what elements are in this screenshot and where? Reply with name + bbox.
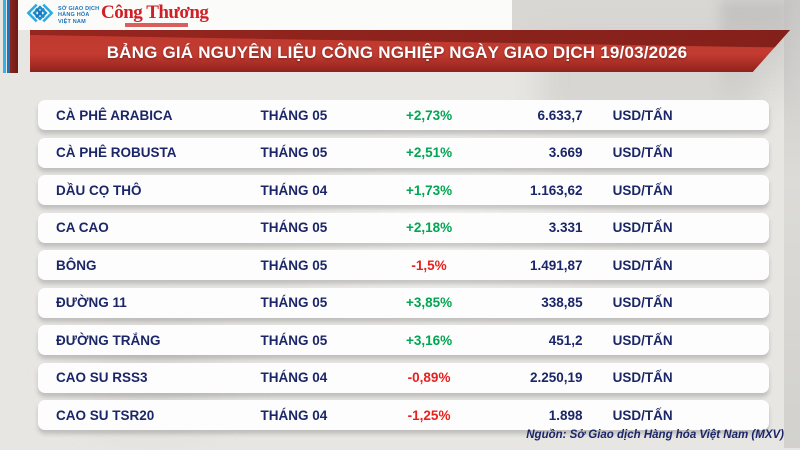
- table-row: CÀ PHÊ ARABICA THÁNG 05 +2,73% 6.633,7 U…: [38, 100, 769, 130]
- table-row: BÔNG THÁNG 05 -1,5% 1.491,87 USD/TẤN: [38, 250, 769, 280]
- mxv-logo-line: SỞ GIAO DỊCH: [58, 5, 100, 12]
- background-texture: [784, 0, 800, 448]
- page-title: BẢNG GIÁ NGUYÊN LIỆU CÔNG NGHIỆP NGÀY GI…: [106, 43, 688, 62]
- table-row: CAO SU RSS3 THÁNG 04 -0,89% 2.250,19 USD…: [38, 362, 769, 393]
- price-value: 451,2: [548, 332, 583, 348]
- price-unit: USD/TẤN: [612, 407, 673, 423]
- mxv-logo: SỞ GIAO DỊCH HÀNG HÓA VIỆT NAM: [25, 3, 99, 28]
- left-maroon-bar: [10, 0, 18, 73]
- price-unit: USD/TẤN: [612, 220, 673, 235]
- commodity-name: CÀ PHÊ ROBUSTA: [56, 145, 177, 160]
- mxv-chevron-icon: [25, 1, 55, 30]
- contract-month: THÁNG 05: [260, 257, 328, 273]
- commodity-name: ĐƯỜNG 11: [56, 295, 127, 310]
- commodity-name: DẦU CỌ THÔ: [56, 182, 142, 198]
- price-value: 3.331: [548, 220, 583, 235]
- contract-month: THÁNG 04: [260, 407, 328, 423]
- price-unit: USD/TẤN: [612, 182, 673, 198]
- price-unit: USD/TẤN: [612, 257, 673, 273]
- price-table-body: CÀ PHÊ ARABICA THÁNG 05 +2,73% 6.633,7 U…: [38, 100, 769, 438]
- price-value: 338,85: [541, 295, 583, 310]
- price-value: 2.250,19: [530, 370, 583, 385]
- contract-month: THÁNG 05: [260, 295, 328, 310]
- price-value: 1.898: [548, 407, 583, 423]
- congthuong-logo-text: Công Thương: [101, 2, 209, 23]
- price-unit: USD/TẤN: [612, 295, 673, 310]
- price-unit: USD/TẤN: [612, 332, 673, 348]
- background-texture: [512, 0, 800, 30]
- table-row: CAO SU TSR20 THÁNG 04 -1,25% 1.898 USD/T…: [38, 400, 769, 430]
- table-row: CÀ PHÊ ROBUSTA THÁNG 05 +2,51% 3.669 USD…: [38, 137, 769, 168]
- change-percent: -0,89%: [407, 370, 451, 385]
- table-row: ĐƯỜNG TRẮNG THÁNG 05 +3,16% 451,2 USD/TẤ…: [38, 325, 769, 355]
- price-unit: USD/TẤN: [612, 370, 673, 385]
- mxv-logo-line: VIỆT NAM: [58, 18, 86, 25]
- commodity-name: CÀ PHÊ ARABICA: [56, 107, 173, 123]
- mxv-logo-line: HÀNG HÓA: [58, 12, 90, 19]
- change-percent: +2,18%: [405, 220, 453, 235]
- contract-month: THÁNG 04: [260, 182, 328, 198]
- left-cyan-stripe: [3, 0, 6, 73]
- source-note: Nguồn: Sở Giao dịch Hàng hóa Việt Nam (M…: [526, 429, 784, 441]
- price-value: 1.491,87: [530, 257, 583, 273]
- change-percent: +2,73%: [405, 107, 453, 123]
- price-value: 6.633,7: [537, 107, 583, 123]
- contract-month: THÁNG 05: [260, 220, 328, 235]
- change-percent: +2,51%: [405, 145, 453, 160]
- price-unit: USD/TẤN: [612, 107, 673, 123]
- change-percent: +3,85%: [405, 295, 453, 310]
- title-banner: BẢNG GIÁ NGUYÊN LIỆU CÔNG NGHIỆP NGÀY GI…: [30, 30, 790, 72]
- left-blue-stripe: [7, 0, 10, 73]
- commodity-name: BÔNG: [56, 257, 97, 273]
- commodity-name: ĐƯỜNG TRẮNG: [56, 332, 161, 348]
- price-unit: USD/TẤN: [612, 145, 673, 160]
- congthuong-tagline-bar: [125, 23, 188, 27]
- contract-month: THÁNG 05: [260, 107, 328, 123]
- congthuong-logo: Công Thương: [101, 2, 209, 27]
- commodity-name: CA CAO: [56, 220, 109, 235]
- commodity-name: CAO SU RSS3: [56, 370, 148, 385]
- change-percent: -1,5%: [411, 257, 447, 273]
- change-percent: +1,73%: [405, 182, 453, 198]
- contract-month: THÁNG 05: [260, 332, 328, 348]
- header-band: [18, 0, 512, 30]
- mxv-logo-text: SỞ GIAO DỊCH HÀNG HÓA VIỆT NAM: [58, 6, 99, 26]
- change-percent: -1,25%: [407, 407, 451, 423]
- table-row: ĐƯỜNG 11 THÁNG 05 +3,85% 338,85 USD/TẤN: [38, 287, 769, 318]
- table-row: DẦU CỌ THÔ THÁNG 04 +1,73% 1.163,62 USD/…: [38, 175, 769, 205]
- change-percent: +3,16%: [405, 332, 453, 348]
- contract-month: THÁNG 05: [260, 145, 328, 160]
- price-value: 1.163,62: [530, 182, 583, 198]
- contract-month: THÁNG 04: [260, 370, 328, 385]
- price-value: 3.669: [548, 145, 583, 160]
- table-row: CA CAO THÁNG 05 +2,18% 3.331 USD/TẤN: [38, 212, 769, 243]
- commodity-name: CAO SU TSR20: [56, 407, 155, 423]
